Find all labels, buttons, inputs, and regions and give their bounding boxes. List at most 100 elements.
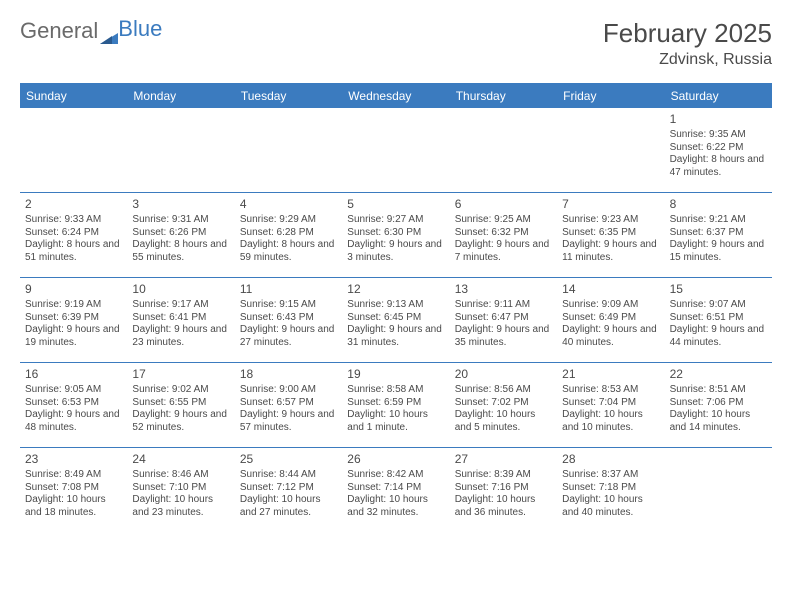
day-number: 27: [455, 452, 552, 467]
sunrise-text: Sunrise: 9:11 AM: [455, 299, 552, 312]
day-number: 22: [670, 367, 767, 382]
daylight-text: Daylight: 9 hours and 15 minutes.: [670, 239, 767, 264]
sunset-text: Sunset: 6:26 PM: [132, 227, 229, 240]
sunset-text: Sunset: 6:59 PM: [347, 397, 444, 410]
day-number: 23: [25, 452, 122, 467]
day-cell: 18Sunrise: 9:00 AMSunset: 6:57 PMDayligh…: [235, 363, 342, 447]
sunrise-text: Sunrise: 9:07 AM: [670, 299, 767, 312]
day-header: Friday: [557, 85, 664, 108]
day-number: 7: [562, 197, 659, 212]
daylight-text: Daylight: 9 hours and 40 minutes.: [562, 324, 659, 349]
sunrise-text: Sunrise: 8:42 AM: [347, 469, 444, 482]
sunrise-text: Sunrise: 9:33 AM: [25, 214, 122, 227]
day-cell: 1 Sunrise: 9:35 AMSunset: 6:22 PMDaylight…: [665, 108, 772, 192]
daylight-text: Daylight: 10 hours and 5 minutes.: [455, 409, 552, 434]
sunrise-text: Sunrise: 8:39 AM: [455, 469, 552, 482]
day-number: 13: [455, 282, 552, 297]
sunset-text: Sunset: 6:24 PM: [25, 227, 122, 240]
sunset-text: Sunset: 7:08 PM: [25, 482, 122, 495]
title-block: February 2025 Zdvinsk, Russia: [603, 18, 772, 69]
day-cell: 28Sunrise: 8:37 AMSunset: 7:18 PMDayligh…: [557, 448, 664, 532]
daylight-text: Daylight: 10 hours and 36 minutes.: [455, 494, 552, 519]
sunset-text: Sunset: 6:47 PM: [455, 312, 552, 325]
sunrise-text: Sunrise: 9:25 AM: [455, 214, 552, 227]
day-cell: 9Sunrise: 9:19 AMSunset: 6:39 PMDaylight…: [20, 278, 127, 362]
week-row: 2Sunrise: 9:33 AMSunset: 6:24 PMDaylight…: [20, 192, 772, 277]
day-header: Wednesday: [342, 85, 449, 108]
day-cell: 6Sunrise: 9:25 AMSunset: 6:32 PMDaylight…: [450, 193, 557, 277]
daylight-text: Daylight: 9 hours and 44 minutes.: [670, 324, 767, 349]
sunset-text: Sunset: 6:39 PM: [25, 312, 122, 325]
sunrise-text: Sunrise: 8:56 AM: [455, 384, 552, 397]
sunset-text: Sunset: 7:16 PM: [455, 482, 552, 495]
sunset-text: Sunset: 6:41 PM: [132, 312, 229, 325]
day-header: Monday: [127, 85, 234, 108]
day-cell: 7Sunrise: 9:23 AMSunset: 6:35 PMDaylight…: [557, 193, 664, 277]
empty-cell: [20, 108, 127, 192]
sunrise-text: Sunrise: 9:05 AM: [25, 384, 122, 397]
daylight-text: Daylight: 9 hours and 52 minutes.: [132, 409, 229, 434]
sunrise-text: Sunrise: 9:35 AM: [670, 129, 767, 142]
calendar-grid: Sunday Monday Tuesday Wednesday Thursday…: [20, 83, 772, 532]
daylight-text: Daylight: 8 hours and 51 minutes.: [25, 239, 122, 264]
day-cell: 22Sunrise: 8:51 AMSunset: 7:06 PMDayligh…: [665, 363, 772, 447]
day-number: 11: [240, 282, 337, 297]
sunset-text: Sunset: 6:22 PM: [670, 142, 767, 155]
sunrise-text: Sunrise: 9:31 AM: [132, 214, 229, 227]
day-cell: 21Sunrise: 8:53 AMSunset: 7:04 PMDayligh…: [557, 363, 664, 447]
sunset-text: Sunset: 7:12 PM: [240, 482, 337, 495]
day-cell: 17Sunrise: 9:02 AMSunset: 6:55 PMDayligh…: [127, 363, 234, 447]
day-number: 1: [670, 112, 767, 127]
day-number: 26: [347, 452, 444, 467]
day-number: 19: [347, 367, 444, 382]
day-header: Thursday: [450, 85, 557, 108]
daylight-text: Daylight: 8 hours and 47 minutes.: [670, 154, 767, 179]
day-number: 14: [562, 282, 659, 297]
day-number: 15: [670, 282, 767, 297]
logo-text-blue: Blue: [118, 16, 162, 42]
day-number: 5: [347, 197, 444, 212]
day-cell: 25Sunrise: 8:44 AMSunset: 7:12 PMDayligh…: [235, 448, 342, 532]
sunrise-text: Sunrise: 9:15 AM: [240, 299, 337, 312]
day-number: 9: [25, 282, 122, 297]
day-cell: 19Sunrise: 8:58 AMSunset: 6:59 PMDayligh…: [342, 363, 449, 447]
sunset-text: Sunset: 6:49 PM: [562, 312, 659, 325]
sunset-text: Sunset: 7:14 PM: [347, 482, 444, 495]
sunrise-text: Sunrise: 9:27 AM: [347, 214, 444, 227]
sunrise-text: Sunrise: 8:58 AM: [347, 384, 444, 397]
daylight-text: Daylight: 9 hours and 31 minutes.: [347, 324, 444, 349]
sunrise-text: Sunrise: 8:44 AM: [240, 469, 337, 482]
sunrise-text: Sunrise: 9:02 AM: [132, 384, 229, 397]
empty-cell: [557, 108, 664, 192]
sunrise-text: Sunrise: 8:49 AM: [25, 469, 122, 482]
daylight-text: Daylight: 10 hours and 40 minutes.: [562, 494, 659, 519]
sunrise-text: Sunrise: 9:29 AM: [240, 214, 337, 227]
sunset-text: Sunset: 7:18 PM: [562, 482, 659, 495]
sunset-text: Sunset: 6:30 PM: [347, 227, 444, 240]
daylight-text: Daylight: 10 hours and 23 minutes.: [132, 494, 229, 519]
daylight-text: Daylight: 9 hours and 11 minutes.: [562, 239, 659, 264]
day-cell: 15Sunrise: 9:07 AMSunset: 6:51 PMDayligh…: [665, 278, 772, 362]
sunset-text: Sunset: 6:32 PM: [455, 227, 552, 240]
sunrise-text: Sunrise: 9:23 AM: [562, 214, 659, 227]
week-row: 16Sunrise: 9:05 AMSunset: 6:53 PMDayligh…: [20, 362, 772, 447]
empty-cell: [342, 108, 449, 192]
sunrise-text: Sunrise: 8:51 AM: [670, 384, 767, 397]
empty-cell: [127, 108, 234, 192]
sunset-text: Sunset: 7:02 PM: [455, 397, 552, 410]
day-cell: 16Sunrise: 9:05 AMSunset: 6:53 PMDayligh…: [20, 363, 127, 447]
day-number: 12: [347, 282, 444, 297]
day-cell: 2Sunrise: 9:33 AMSunset: 6:24 PMDaylight…: [20, 193, 127, 277]
day-cell: 20Sunrise: 8:56 AMSunset: 7:02 PMDayligh…: [450, 363, 557, 447]
day-cell: 14Sunrise: 9:09 AMSunset: 6:49 PMDayligh…: [557, 278, 664, 362]
sunrise-text: Sunrise: 9:13 AM: [347, 299, 444, 312]
day-number: 28: [562, 452, 659, 467]
daylight-text: Daylight: 10 hours and 27 minutes.: [240, 494, 337, 519]
sunset-text: Sunset: 6:37 PM: [670, 227, 767, 240]
sunset-text: Sunset: 7:04 PM: [562, 397, 659, 410]
daylight-text: Daylight: 9 hours and 23 minutes.: [132, 324, 229, 349]
day-cell: 26Sunrise: 8:42 AMSunset: 7:14 PMDayligh…: [342, 448, 449, 532]
sunrise-text: Sunrise: 9:21 AM: [670, 214, 767, 227]
sunset-text: Sunset: 6:45 PM: [347, 312, 444, 325]
day-cell: 3Sunrise: 9:31 AMSunset: 6:26 PMDaylight…: [127, 193, 234, 277]
